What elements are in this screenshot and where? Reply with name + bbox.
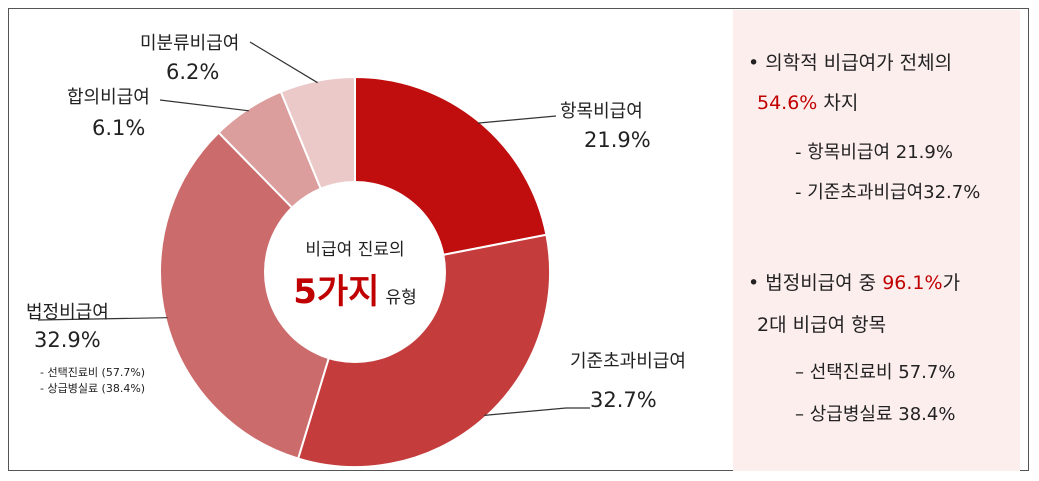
bullet1-sub-1: - 항목비급여 21.9% — [795, 142, 953, 163]
leader-line-미분류비급여 — [249, 41, 318, 84]
donut-hole — [264, 181, 446, 363]
bullet1-line2-rest: 차지 — [817, 92, 859, 114]
label-항목비급여: 항목비급여 — [560, 101, 643, 122]
bullet2-suffix: 가 — [942, 272, 961, 294]
bullet2-prefix: • 법정비급여 중 — [748, 272, 883, 294]
value-법정비급여: 32.9% — [34, 328, 101, 352]
bullet2-sub-1: – 선택진료비 57.7% — [795, 362, 956, 383]
sub-item-상급병실료: - 상급병실료 (38.4%) — [40, 382, 146, 395]
value-미분류비급여: 6.2% — [166, 60, 220, 84]
value-기준초과비급여: 32.7% — [590, 388, 657, 412]
sub-item-선택진료비: - 선택진료비 (57.7%) — [40, 366, 146, 379]
center-label-big: 5가지 — [293, 272, 380, 312]
summary-panel: • 의학적 비급여가 전체의 54.6% 차지 - 항목비급여 21.9% - … — [733, 10, 1020, 471]
label-법정비급여: 법정비급여 — [26, 302, 109, 323]
leader-line-법정비급여 — [37, 317, 168, 321]
bullet1-line2: 54.6% 차지 — [757, 88, 858, 115]
donut-chart — [37, 41, 590, 469]
bullet2-highlight: 96.1% — [882, 272, 943, 294]
bullet2-line2: 2대 비급여 항목 — [757, 314, 887, 336]
value-항목비급여: 21.9% — [584, 128, 651, 152]
center-label-small: 유형 — [385, 288, 417, 308]
label-합의비급여: 합의비급여 — [67, 87, 150, 108]
center-label-top: 비급여 진료의 — [305, 240, 405, 260]
leader-line-항목비급여 — [477, 115, 557, 124]
leader-line-기준초과비급여 — [484, 407, 590, 416]
label-미분류비급여: 미분류비급여 — [140, 33, 240, 54]
value-합의비급여: 6.1% — [92, 116, 146, 140]
bullet2-line1: • 법정비급여 중 96.1%가 — [748, 268, 960, 295]
label-기준초과비급여: 기준초과비급여 — [570, 351, 686, 372]
bullet1-highlight: 54.6% — [757, 92, 818, 114]
bullet1-line1: • 의학적 비급여가 전체의 — [748, 52, 953, 74]
bullet1-sub-2: - 기준초과비급여32.7% — [795, 182, 981, 203]
leader-line-합의비급여 — [159, 99, 249, 112]
donut-center-label: 비급여 진료의 5가지 유형 — [270, 235, 440, 313]
bullet2-sub-2: – 상급병실료 38.4% — [795, 404, 956, 425]
